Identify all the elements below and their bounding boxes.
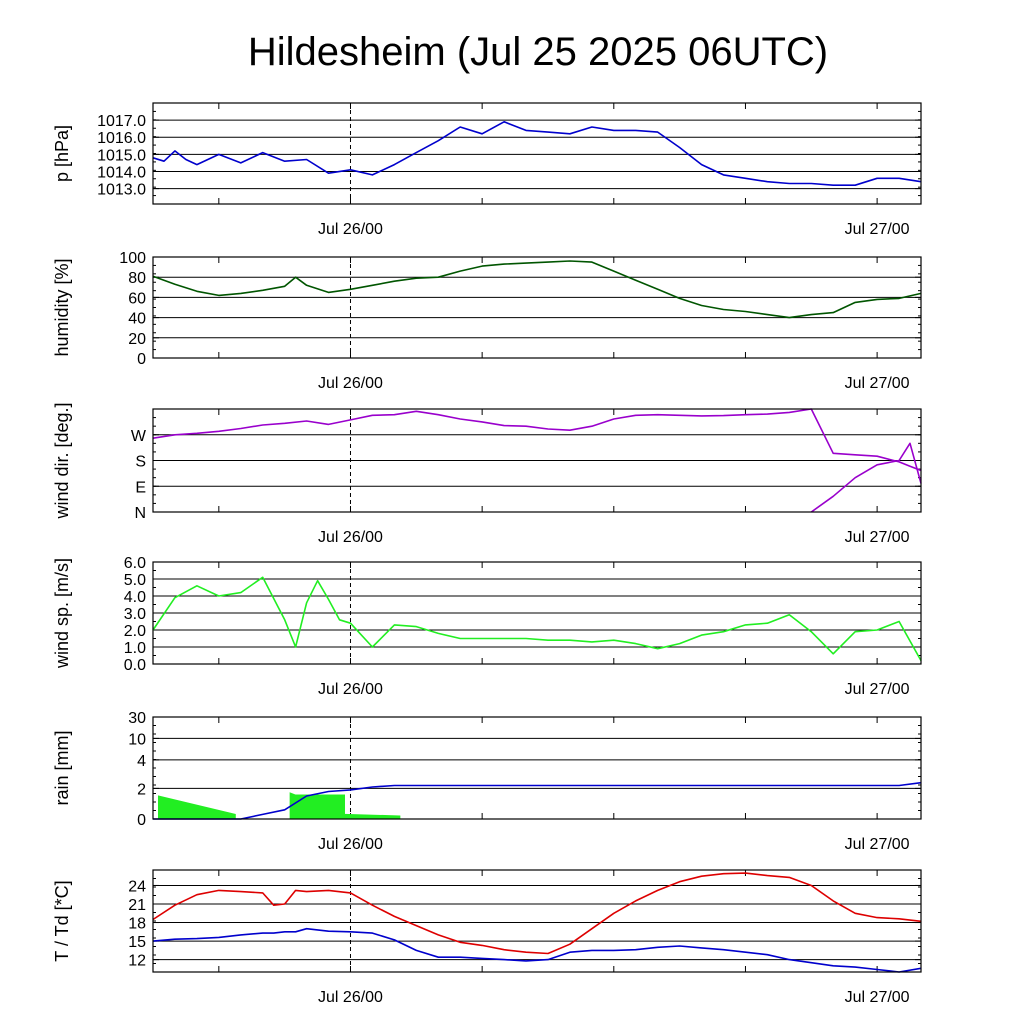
rain-frame	[152, 716, 922, 820]
wind-direction-ylabel: wind dir. [deg.]	[52, 402, 72, 519]
wind-speed-ylabel: wind sp. [m/s]	[52, 558, 72, 669]
temperature-xtick-label: Jul 27/00	[845, 989, 910, 1006]
rain-ytick-label: 30	[128, 710, 146, 727]
rain-ylabel: rain [mm]	[52, 730, 72, 805]
humidity-ytick-label: 40	[128, 311, 146, 328]
wind-direction-frame	[152, 408, 922, 513]
temperature-series-line	[152, 872, 922, 955]
rain-series-line	[153, 781, 922, 820]
chart-title: Hildesheim (Jul 25 2025 06UTC)	[248, 30, 828, 74]
rain-ytick-label: 4	[137, 753, 146, 770]
temperature-ytick-label: 18	[128, 916, 146, 933]
humidity-ylabel: humidity [%]	[52, 258, 72, 356]
wind-direction-xtick-label: Jul 26/00	[318, 529, 383, 546]
temperature-frame	[152, 869, 922, 973]
wind-direction-ytick-label: S	[135, 454, 146, 471]
rain-xtick-label: Jul 26/00	[318, 836, 383, 853]
wind-speed-ytick-label: 2.0	[124, 623, 146, 640]
wind-direction-ytick-label: W	[131, 428, 147, 445]
temperature-ytick-label: 24	[128, 878, 146, 895]
temperature-ytick-label: 15	[128, 934, 146, 951]
pressure-xtick-label: Jul 26/00	[318, 221, 383, 238]
pressure-ytick-label: 1015.0	[97, 147, 146, 164]
pressure-ytick-label: 1013.0	[97, 182, 146, 199]
temperature-ytick-label: 12	[128, 953, 146, 970]
wind-speed-series-line	[152, 576, 922, 661]
humidity-panel: 0 20 40 60 80 100 humidity [%] Jul 26/00 Jul 27/…	[52, 250, 922, 392]
humidity-ytick-label: 80	[128, 270, 146, 287]
pressure-ylabel: p [hPa]	[52, 125, 72, 182]
rain-bar	[157, 795, 236, 820]
temperature-ylabel: T / Td [*C]	[52, 880, 72, 961]
rain-ytick-label: 0	[137, 812, 146, 829]
humidity-xtick-label: Jul 26/00	[318, 375, 383, 392]
wind-direction-ytick-label: N	[134, 505, 146, 522]
pressure-ytick-label: 1016.0	[97, 130, 146, 147]
wind-direction-xtick-label: Jul 27/00	[845, 529, 910, 546]
humidity-ytick-label: 20	[128, 331, 146, 348]
wind-direction-ytick-label: E	[135, 479, 146, 496]
wind-speed-ytick-label: 5.0	[124, 572, 146, 589]
rain-ytick-label: 2	[137, 781, 146, 798]
wind-speed-ytick-label: 6.0	[124, 555, 146, 572]
wind-speed-ytick-label: 3.0	[124, 606, 146, 623]
pressure-xtick-label: Jul 27/00	[845, 221, 910, 238]
humidity-ytick-label: 100	[119, 250, 146, 267]
humidity-ytick-label: 0	[137, 351, 146, 368]
pressure-ytick-label: 1017.0	[97, 113, 146, 130]
humidity-xtick-label: Jul 27/00	[845, 375, 910, 392]
rain-xtick-label: Jul 27/00	[845, 836, 910, 853]
wind-direction-series-line	[810, 442, 922, 513]
pressure-frame	[152, 102, 922, 205]
wind-speed-ytick-label: 1.0	[124, 640, 146, 657]
wind-speed-frame	[152, 561, 922, 665]
humidity-frame	[152, 256, 922, 359]
pressure-series-line	[152, 121, 922, 186]
wind-speed-xtick-label: Jul 26/00	[318, 681, 383, 698]
temperature-xtick-label: Jul 26/00	[318, 989, 383, 1006]
rain-bar	[290, 794, 345, 819]
rain-ytick-label: 10	[128, 731, 146, 748]
wind-speed-ytick-label: 0.0	[124, 657, 146, 674]
humidity-ytick-label: 60	[128, 290, 146, 307]
wind-speed-ytick-label: 4.0	[124, 589, 146, 606]
pressure-ytick-label: 1014.0	[97, 164, 146, 181]
rain-bar	[344, 813, 401, 820]
humidity-series-line	[152, 260, 922, 319]
temperature-ytick-label: 21	[128, 897, 146, 914]
temperature-series-line	[152, 927, 922, 973]
wind-direction-series-line	[152, 408, 922, 472]
wind-speed-panel: 0.01.02.03.04.05.06.0 wind sp. [m/s] Jul 2…	[52, 555, 922, 698]
rain-panel: 0 2 4 10 30 rain [mm] Jul 26/00 Jul 27/00	[52, 710, 922, 853]
wind-speed-xtick-label: Jul 27/00	[845, 681, 910, 698]
